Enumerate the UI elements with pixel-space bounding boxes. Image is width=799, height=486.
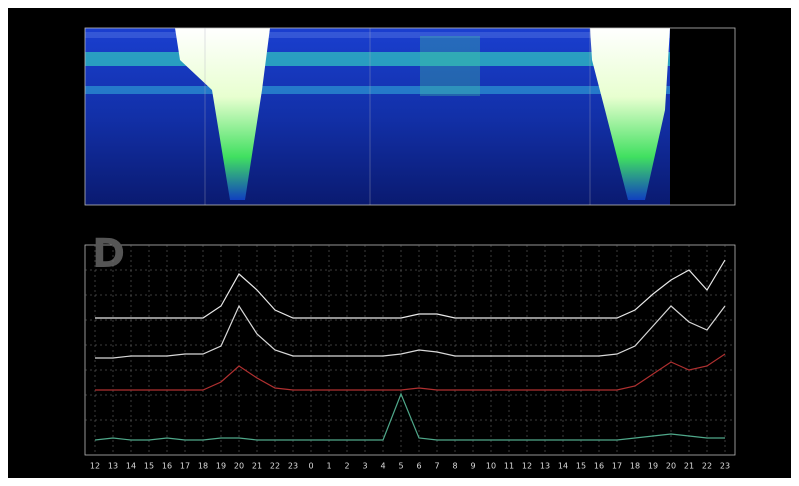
x-tick-label: 12 xyxy=(90,462,100,471)
x-tick-label: 23 xyxy=(720,462,730,471)
x-tick-label: 18 xyxy=(630,462,640,471)
series-line xyxy=(95,304,726,359)
x-tick-label: 13 xyxy=(108,462,118,471)
x-tick-label: 6 xyxy=(416,462,421,471)
band xyxy=(85,32,670,38)
empty-region xyxy=(670,28,735,205)
x-tick-label: 22 xyxy=(702,462,712,471)
band xyxy=(85,52,670,66)
x-tick-label: 8 xyxy=(452,462,457,471)
x-tick-label: 16 xyxy=(594,462,604,471)
x-tick-label: 12 xyxy=(522,462,532,471)
x-tick-label: 14 xyxy=(126,462,136,471)
x-tick-label: 19 xyxy=(216,462,226,471)
x-tick-label: 15 xyxy=(144,462,154,471)
spectrogram xyxy=(84,27,736,206)
x-tick-label: 4 xyxy=(380,462,385,471)
band xyxy=(85,86,670,94)
x-tick-label: 7 xyxy=(434,462,439,471)
x-tick-label: 17 xyxy=(612,462,622,471)
x-tick-label: 17 xyxy=(180,462,190,471)
x-tick-label: 3 xyxy=(362,462,367,471)
x-tick-label: 2 xyxy=(344,462,349,471)
x-tick-label: 19 xyxy=(648,462,658,471)
grid xyxy=(85,269,735,421)
hot-column xyxy=(590,28,670,200)
x-tick-label: 13 xyxy=(540,462,550,471)
plot: 12 13 14 15 16 17 18 19 20 21 22 23 0 1 2 3 4 5 6 7 8 9 10 11 12… xyxy=(90,245,730,471)
x-tick-label: 18 xyxy=(198,462,208,471)
x-tick-label: 0 xyxy=(308,462,313,471)
hot-column xyxy=(175,28,270,200)
x-tick-label: 21 xyxy=(684,462,694,471)
x-tick-label: 23 xyxy=(288,462,298,471)
line-panel xyxy=(84,244,736,456)
x-tick-label: 22 xyxy=(270,462,280,471)
x-tick-label: 16 xyxy=(162,462,172,471)
x-tick-label: 5 xyxy=(398,462,403,471)
x-tick-label: 1 xyxy=(326,462,331,471)
series-line xyxy=(94,392,725,441)
x-tick-label: 20 xyxy=(666,462,676,471)
series-line xyxy=(95,259,726,319)
x-tick-label: 11 xyxy=(504,462,514,471)
x-tick-label: 20 xyxy=(234,462,244,471)
series-line xyxy=(95,353,726,391)
logo: D xyxy=(92,231,125,277)
x-tick-label: 15 xyxy=(576,462,586,471)
x-tick-label: 9 xyxy=(470,462,475,471)
patch xyxy=(420,36,480,96)
x-tick-label: 14 xyxy=(558,462,568,471)
x-tick-label: 10 xyxy=(486,462,496,471)
x-tick-label: 21 xyxy=(252,462,262,471)
